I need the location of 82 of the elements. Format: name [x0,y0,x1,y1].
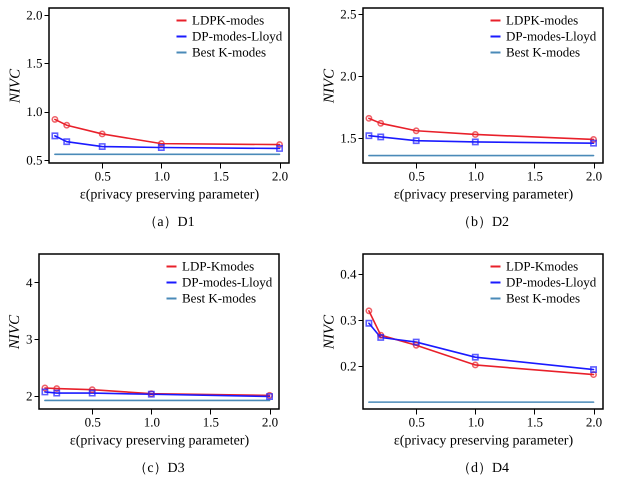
x-tick-label: 2.0 [272,168,288,184]
y-axis-title: NIVC [321,68,338,104]
legend-label: DP-modes-Lloyd [192,28,283,44]
x-tick-label: 1.5 [526,168,544,184]
y-tick-label: 3 [26,332,32,347]
y-axis-title: NIVC [7,68,24,104]
y-tick-label: 0.3 [340,312,356,328]
point [158,140,165,148]
legend-label: DP-modes-Lloyd [182,274,273,290]
point [412,137,420,144]
point [472,131,479,138]
point [63,122,70,129]
x-tick-label: 2.0 [586,414,602,430]
legend-label: Best K-modes [182,290,256,306]
x-axis-title: ε(privacy preserving parameter) [70,434,250,448]
legend-label: LDPK-modes [506,12,578,28]
legend-label: Best K-modes [506,290,580,306]
y-axis-title: NIVC [321,314,338,350]
x-tick-label: 1.0 [468,414,484,430]
x-tick-label: 1.0 [468,168,484,184]
x-tick-label: 0.5 [408,168,425,184]
point [472,354,479,361]
point [53,385,60,392]
x-axis-title: ε(privacy preserving parameter) [80,188,260,202]
point [377,134,384,140]
point [412,338,420,346]
point [98,130,106,138]
x-tick-label: 0.5 [94,168,111,184]
point [365,132,372,140]
point [412,342,420,349]
point [51,132,58,140]
legend-label: LDPK-modes [192,12,264,28]
text: （d）D4 [456,461,510,476]
y-axis-title: NIVC [7,314,23,350]
point [412,127,420,134]
legend-label: Best K-modes [192,44,266,60]
point [590,366,597,374]
y-tick-label: 1.5 [340,130,356,146]
x-tick-label: 0.5 [408,414,425,430]
x-axis-title: ε(privacy preserving parameter) [394,434,574,448]
text: （a）D1 [143,215,195,230]
point [41,388,48,396]
point [63,138,70,146]
point [590,140,597,147]
point [276,145,283,152]
legend-label: LDP-Kmodes [182,258,254,274]
x-axis-title: ε(privacy preserving parameter) [394,188,574,202]
x-tick-label: 1.0 [144,414,160,430]
point [472,138,479,146]
legend-label: Best K-modes [506,44,580,60]
text: （b）D2 [456,215,510,230]
y-tick-label: 0.5 [26,152,42,168]
y-tick-label: 2.0 [26,7,42,22]
y-tick-label: 0.2 [340,358,356,374]
y-tick-label: 2 [26,388,32,404]
point [377,332,384,339]
x-tick-label: 1.5 [212,168,230,184]
point [158,144,165,151]
legend-label: LDP-Kmodes [506,258,578,274]
y-tick-label: 2.0 [340,68,356,84]
x-tick-label: 1.0 [154,168,170,184]
text: （c）D3 [133,461,185,476]
legend-label: DP-modes-Lloyd [506,28,597,44]
y-tick-label: 1.0 [26,104,42,120]
x-tick-label: 0.5 [84,414,101,430]
x-tick-label: 2.0 [262,414,278,430]
x-tick-label: 2.0 [586,168,602,184]
point [377,120,384,127]
y-tick-label: 1.5 [26,56,42,71]
point [365,320,372,327]
point [88,386,96,394]
y-tick-label: 0.4 [340,266,357,282]
x-tick-label: 1.5 [526,414,544,430]
point [53,390,60,397]
point [98,143,106,150]
point [472,362,479,368]
y-tick-label: 2.5 [340,6,356,22]
point [88,390,96,397]
x-tick-label: 1.5 [202,414,220,430]
legend-label: DP-modes-Lloyd [506,274,597,290]
point [377,334,384,341]
y-tick-label: 4 [26,274,33,290]
